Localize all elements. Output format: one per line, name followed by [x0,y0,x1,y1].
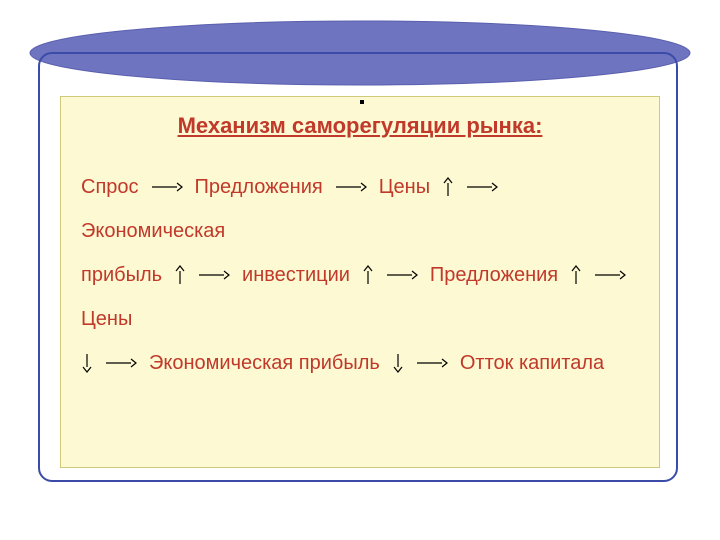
arrow-right-icon [99,357,143,369]
arrow-right-icon [588,269,632,281]
flow-term: Экономическая [81,209,225,253]
arrow-right-icon [145,181,189,193]
flow-term: Предложения [195,165,323,209]
stray-dot [360,100,364,104]
arrow-right-icon [329,181,373,193]
slide-title: Механизм саморегуляции рынка: [75,113,645,139]
flow-term: Предложения [430,253,558,297]
flow-diagram: СпросПредложенияЦеныЭкономическаяприбыль… [75,165,645,385]
arrow-up-icon [356,265,380,285]
arrow-up-icon [436,177,460,197]
flow-term: Отток капитала [460,341,604,385]
flow-term: прибыль [81,253,162,297]
flow-term: Цены [379,165,430,209]
arrow-right-icon [380,269,424,281]
arrow-down-icon [386,353,410,373]
arrow-right-icon [192,269,236,281]
arrow-up-icon [168,265,192,285]
content-box: Механизм саморегуляции рынка: Спрос Предл… [60,96,660,468]
arrow-down-icon [75,353,99,373]
flow-term: инвестиции [242,253,350,297]
arrow-right-icon [460,181,504,193]
flow-term: Спрос [81,165,139,209]
flow-term: Цены [81,297,132,341]
flow-term: Экономическая прибыль [149,341,380,385]
arrow-right-icon [410,357,454,369]
arrow-up-icon [564,265,588,285]
